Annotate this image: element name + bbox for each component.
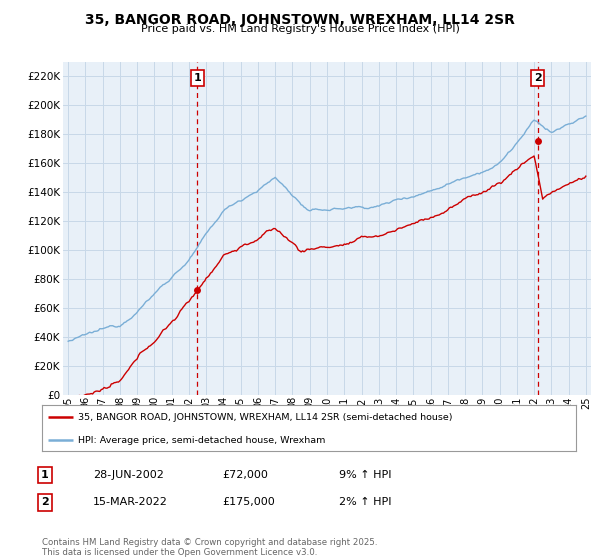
- Text: 2: 2: [534, 73, 542, 83]
- Text: 35, BANGOR ROAD, JOHNSTOWN, WREXHAM, LL14 2SR (semi-detached house): 35, BANGOR ROAD, JOHNSTOWN, WREXHAM, LL1…: [79, 413, 453, 422]
- Text: £175,000: £175,000: [222, 497, 275, 507]
- Text: 9% ↑ HPI: 9% ↑ HPI: [339, 470, 391, 480]
- Text: 15-MAR-2022: 15-MAR-2022: [93, 497, 168, 507]
- Text: Price paid vs. HM Land Registry's House Price Index (HPI): Price paid vs. HM Land Registry's House …: [140, 24, 460, 34]
- Text: 2: 2: [41, 497, 49, 507]
- Text: 1: 1: [41, 470, 49, 480]
- Text: 1: 1: [194, 73, 201, 83]
- Text: 2% ↑ HPI: 2% ↑ HPI: [339, 497, 391, 507]
- Text: HPI: Average price, semi-detached house, Wrexham: HPI: Average price, semi-detached house,…: [79, 436, 326, 445]
- Text: £72,000: £72,000: [222, 470, 268, 480]
- Text: 35, BANGOR ROAD, JOHNSTOWN, WREXHAM, LL14 2SR: 35, BANGOR ROAD, JOHNSTOWN, WREXHAM, LL1…: [85, 13, 515, 27]
- Text: Contains HM Land Registry data © Crown copyright and database right 2025.
This d: Contains HM Land Registry data © Crown c…: [42, 538, 377, 557]
- Text: 28-JUN-2002: 28-JUN-2002: [93, 470, 164, 480]
